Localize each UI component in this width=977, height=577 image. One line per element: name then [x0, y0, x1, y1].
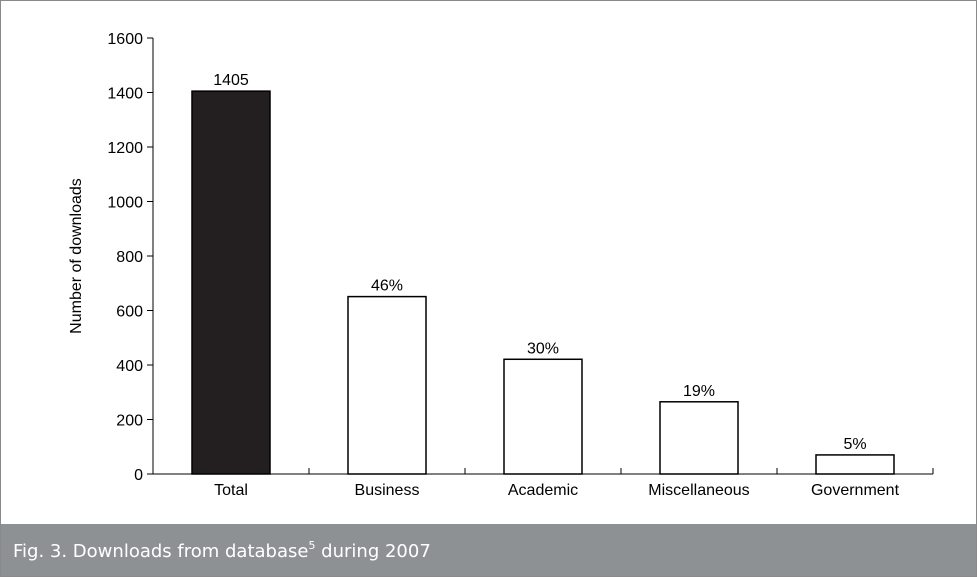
- caption-suffix: during 2007: [315, 541, 431, 562]
- y-tick-label: 400: [116, 358, 143, 375]
- y-tick-label: 200: [116, 413, 143, 430]
- y-tick-label: 1400: [107, 86, 143, 103]
- y-tick-label: 1000: [107, 195, 143, 212]
- y-tick-label: 800: [116, 249, 143, 266]
- category-label-government: Government: [811, 482, 900, 499]
- x-axis-ticks: [308, 468, 934, 474]
- figure-caption: Fig. 3. Downloads from database5 during …: [13, 539, 431, 562]
- data-label-miscellaneous: 19%: [683, 383, 715, 400]
- y-tick-label: 1200: [107, 140, 143, 157]
- bars-group: [191, 90, 895, 475]
- y-tick-label: 1600: [107, 31, 143, 48]
- data-label-academic: 30%: [527, 340, 559, 357]
- category-label-academic: Academic: [508, 482, 578, 499]
- caption-prefix: Fig. 3. Downloads from database: [13, 541, 309, 562]
- category-label-miscellaneous: Miscellaneous: [648, 482, 749, 499]
- category-label-business: Business: [355, 482, 420, 499]
- data-label-government: 5%: [843, 436, 866, 453]
- y-tick-label: 0: [134, 467, 143, 484]
- bar-government: [815, 454, 895, 475]
- category-labels-group: Total Business Academic Miscellaneous Govern…: [214, 482, 899, 499]
- category-label-total: Total: [214, 482, 248, 499]
- y-axis-ticks: 0 200 400 600 800 1000 1200 1400 1600: [107, 31, 153, 484]
- bar-academic: [503, 358, 583, 475]
- data-label-total: 1405: [213, 72, 249, 89]
- y-tick-label: 600: [116, 304, 143, 321]
- bar-miscellaneous: [659, 401, 739, 475]
- figure-caption-bar: Fig. 3. Downloads from database5 during …: [1, 524, 976, 576]
- bar-business: [347, 295, 427, 475]
- y-axis-title: Number of downloads: [68, 178, 85, 334]
- bar-chart: 0 200 400 600 800 1000 1200 1400 1600 1405 46% 30%…: [68, 31, 934, 499]
- bar-total: [191, 90, 271, 475]
- data-label-business: 46%: [371, 278, 403, 295]
- caption-superscript: 5: [308, 539, 316, 552]
- data-labels-group: 1405 46% 30% 19% 5%: [213, 72, 866, 453]
